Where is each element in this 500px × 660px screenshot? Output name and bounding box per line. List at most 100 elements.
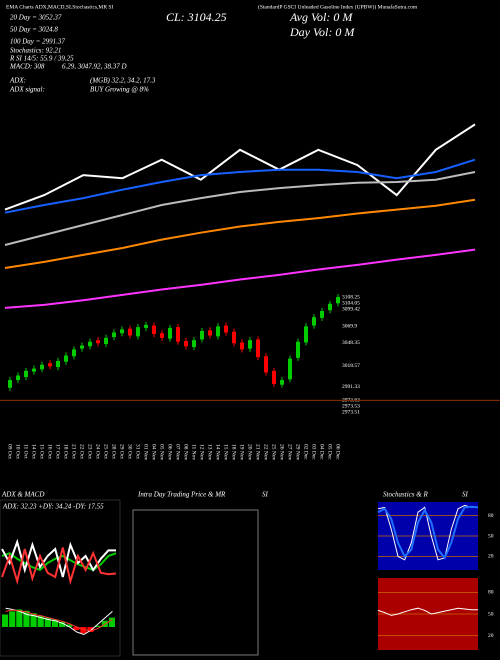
line-series [4, 123, 476, 211]
candle-body [16, 375, 20, 381]
header-text: (MGB) 32.2, 34.2, 17.3 [90, 77, 156, 85]
x-tick-label: 11 Nov [191, 444, 197, 460]
line-series [1, 547, 117, 586]
x-tick-label: 15 Oct [39, 444, 45, 459]
panel-box [132, 509, 259, 656]
header-text: R SI 14/5: 55.9 / 39.25 [9, 55, 74, 63]
x-tick-label: 07 Nov [175, 444, 181, 461]
candle-body [272, 370, 276, 384]
candle-body [136, 327, 140, 337]
macd-bar [23, 610, 30, 627]
line-series [4, 248, 476, 309]
panel-box [0, 499, 121, 657]
candle-body [32, 368, 36, 372]
x-tick-label: 17 Oct [55, 444, 61, 459]
macd-bar [59, 622, 66, 627]
candle-body [240, 342, 244, 350]
header-text: MACD: 308 [9, 63, 45, 71]
y-tick-label: 20 [488, 554, 494, 560]
header-text: 6.29, 3047.92, 38.37 D [62, 63, 127, 71]
price-label: 2991.33 [342, 384, 360, 390]
price-label: 3069.9 [342, 324, 357, 330]
candle-body [216, 326, 220, 337]
x-tick-label: 13 Nov [207, 444, 213, 461]
macd-bar [108, 617, 115, 627]
line-series [5, 607, 113, 636]
candle-body [296, 341, 300, 358]
price-label: 2973.53 [342, 404, 360, 410]
macd-bar [16, 609, 23, 627]
macd-bar [37, 615, 44, 627]
price-label: 3018.57 [342, 363, 360, 369]
x-tick-label: 19 Nov [239, 444, 245, 461]
x-tick-label: 15 Nov [223, 444, 229, 461]
macd-bar [30, 613, 37, 627]
macd-bar [94, 625, 101, 627]
panel-title: ADX & MACD [1, 491, 44, 499]
candle-body [152, 325, 156, 335]
candle-body [312, 317, 316, 326]
macd-bar [51, 619, 58, 627]
candle-body [80, 345, 84, 349]
candle-body [88, 341, 92, 347]
candle-body [56, 360, 60, 368]
header-text: CL: 3104.25 [166, 10, 227, 24]
line-series [4, 198, 476, 269]
line-series [4, 171, 476, 246]
x-tick-label: 28 Oct [111, 444, 117, 459]
x-tick-label: 18 Oct [63, 444, 69, 459]
header-text: BUY Growing @ 8% [90, 86, 149, 94]
candle-body [208, 330, 212, 336]
macd-bar [80, 627, 87, 634]
candle-body [160, 333, 164, 338]
price-label: 3048.35 [342, 340, 360, 346]
macd-bar [66, 624, 73, 627]
x-tick-label: 21 Oct [71, 444, 77, 459]
x-tick-label: 10 Oct [15, 444, 21, 459]
line-series [377, 607, 479, 616]
candle-body [280, 380, 284, 385]
candle-body [192, 340, 196, 348]
candle-body [48, 363, 52, 367]
candle-body [264, 356, 268, 373]
candle-body [104, 337, 108, 345]
x-tick-label: 26 Nov [279, 444, 285, 461]
price-label: 3108.25 [342, 294, 360, 300]
macd-bar [9, 611, 16, 627]
header-text: ADX: [9, 77, 26, 85]
line-series [377, 504, 478, 561]
candle-body [224, 325, 228, 333]
x-tick-label: 25 Nov [271, 444, 277, 461]
candle-body [64, 355, 68, 362]
candle-body [304, 326, 308, 343]
x-tick-label: 02 Dec [303, 444, 309, 460]
price-label: 3104.05 [342, 300, 360, 306]
x-tick-label: 20 Nov [247, 444, 253, 461]
header-text: ADX signal: [9, 86, 45, 94]
candle-body [320, 311, 324, 318]
x-tick-label: 22 Oct [79, 444, 85, 459]
candle-body [96, 340, 100, 344]
header-text: 100 Day = 2991.37 [10, 38, 65, 46]
line-series [5, 609, 113, 632]
x-tick-label: 18 Nov [231, 444, 237, 461]
header-text: 20 Day = 3052.37 [10, 14, 62, 22]
x-tick-label: 22 Nov [263, 444, 269, 461]
x-tick-label: 14 Oct [31, 444, 37, 459]
header-text: Stochastics: 92.21 [10, 47, 61, 55]
candle-body [328, 303, 332, 311]
x-tick-label: 30 Oct [127, 444, 133, 459]
macd-bar [73, 627, 80, 631]
x-tick-label: 27 Nov [287, 444, 293, 461]
panel-subtitle: ADX: 32.23 +DY: 34.24 -DY: 17.55 [2, 503, 104, 511]
candle-body [8, 380, 12, 388]
line-series [4, 158, 476, 214]
y-tick-label: 80 [488, 513, 494, 519]
header-text: Avg Vol: 0 M [289, 10, 353, 24]
x-tick-label: 04 Dec [319, 444, 325, 460]
y-tick-label: 50 [488, 533, 494, 539]
x-tick-label: 05 Nov [159, 444, 165, 461]
x-tick-label: 23 Oct [87, 444, 93, 459]
x-tick-label: 05 Dec [327, 444, 333, 460]
y-tick-label: 20 [488, 633, 494, 639]
